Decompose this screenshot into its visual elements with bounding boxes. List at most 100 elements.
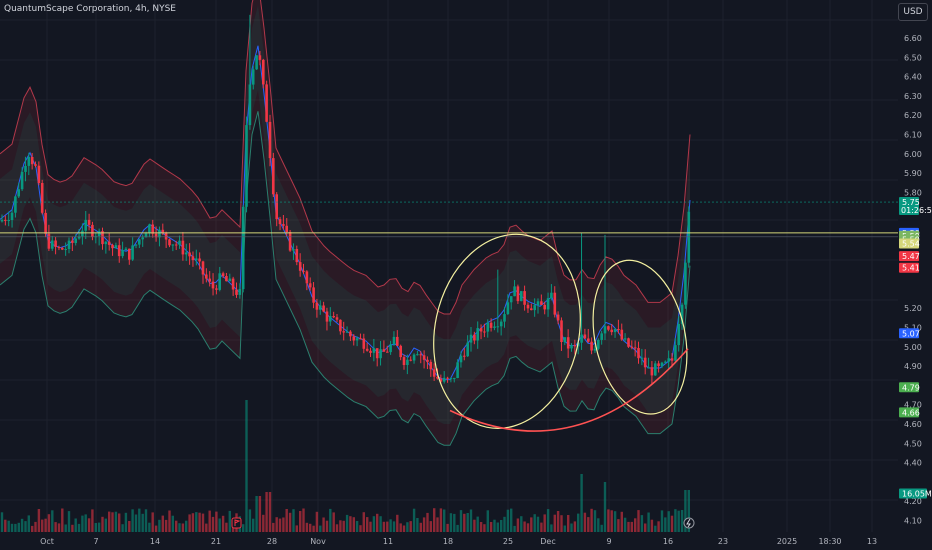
candle <box>563 337 567 346</box>
volume-bar <box>138 508 141 532</box>
time-tick-label: Dec <box>540 537 555 546</box>
price-tick-label: 6.60 <box>904 34 922 43</box>
volume-bar <box>520 516 523 532</box>
candle <box>416 351 419 356</box>
price-badge: 5.47 <box>899 251 920 262</box>
candle <box>17 182 20 198</box>
volume-bar <box>359 525 362 532</box>
candle <box>593 345 597 353</box>
candle <box>4 215 7 226</box>
volume-bar <box>422 517 426 532</box>
currency-button[interactable]: USD <box>898 3 928 21</box>
volume-bar <box>469 509 473 532</box>
volume-bar <box>530 517 533 532</box>
candle <box>339 319 342 335</box>
candle <box>10 209 14 228</box>
candle <box>536 298 540 314</box>
volume-bar <box>332 512 335 532</box>
candle <box>643 349 647 375</box>
price-badge-label: 5.07 <box>902 329 920 338</box>
left-ellipse-drawing[interactable] <box>416 221 598 443</box>
candle <box>278 216 282 231</box>
candle <box>530 303 533 311</box>
candle <box>573 339 577 355</box>
volume-bar <box>379 516 382 532</box>
volume-bar <box>372 516 376 532</box>
volume-bar <box>583 512 587 532</box>
candle <box>272 152 275 197</box>
volume-bar <box>456 524 459 532</box>
volume-bar <box>500 520 503 532</box>
volume-bar <box>613 511 617 532</box>
volume-bar <box>319 525 322 532</box>
right-ellipse-drawing[interactable] <box>580 251 700 422</box>
volume-bar <box>429 521 432 532</box>
volume-bar <box>208 510 211 532</box>
volume-bar <box>20 518 24 532</box>
candle <box>251 65 255 90</box>
volume-bar <box>154 525 158 532</box>
volume-bar <box>466 513 469 532</box>
candle <box>587 328 590 343</box>
candle <box>332 311 335 319</box>
volume-bar <box>141 513 144 532</box>
volume-bar <box>436 517 439 532</box>
time-tick-label: 16 <box>663 537 673 546</box>
volume-bar <box>87 518 91 532</box>
price-tick-label: 4.20 <box>904 497 922 506</box>
candle <box>345 326 349 334</box>
volume-bar <box>329 508 332 532</box>
volume-bar <box>128 521 131 532</box>
volume-bar <box>228 510 231 532</box>
candle <box>476 321 479 349</box>
candle <box>292 243 295 260</box>
candle <box>81 223 84 245</box>
volume-bar <box>503 516 506 532</box>
candle <box>453 377 456 383</box>
volume-bar <box>47 514 51 532</box>
price-tick-label: 6.00 <box>904 150 922 159</box>
candle <box>329 307 332 326</box>
volume-bar <box>181 523 185 532</box>
volume-bar <box>342 520 345 532</box>
volume-bar <box>607 509 610 532</box>
volume-bar <box>262 514 265 532</box>
cup-arc-drawing[interactable] <box>449 348 689 432</box>
volume-bar <box>483 524 486 532</box>
price-tick-label: 5.80 <box>904 188 922 197</box>
volume-bar <box>101 516 104 532</box>
volume-bar <box>57 523 61 532</box>
volume-bar <box>630 521 633 532</box>
volume-bar <box>111 512 114 532</box>
price-badge-label: 5.41 <box>902 264 920 273</box>
earnings-bolt-icon[interactable] <box>683 517 695 529</box>
volume-bar <box>650 519 654 532</box>
candle <box>40 179 44 215</box>
time-tick-label: 7 <box>93 537 98 546</box>
candle <box>382 340 386 352</box>
price-tick-label: 4.40 <box>904 459 922 468</box>
volume-bar <box>121 524 124 532</box>
volume-bar <box>476 516 479 532</box>
price-tick-label: 5.00 <box>904 343 922 352</box>
candle <box>570 343 573 352</box>
candle <box>674 338 677 363</box>
volume-bar <box>299 511 302 532</box>
volume-bar <box>185 520 188 532</box>
candle <box>111 243 114 256</box>
candle <box>262 58 265 89</box>
volume-bar <box>496 522 499 532</box>
volume-bar <box>31 525 34 532</box>
price-tick-label: 6.40 <box>904 73 922 82</box>
volume-bar <box>325 520 329 532</box>
volume-bar <box>536 516 540 532</box>
candle <box>298 253 302 277</box>
volume-bar <box>108 511 111 532</box>
volume-bar <box>657 521 660 532</box>
candle <box>422 350 426 369</box>
candle <box>610 323 613 336</box>
dividend-flag-icon[interactable] <box>231 517 242 529</box>
candle <box>600 330 603 345</box>
